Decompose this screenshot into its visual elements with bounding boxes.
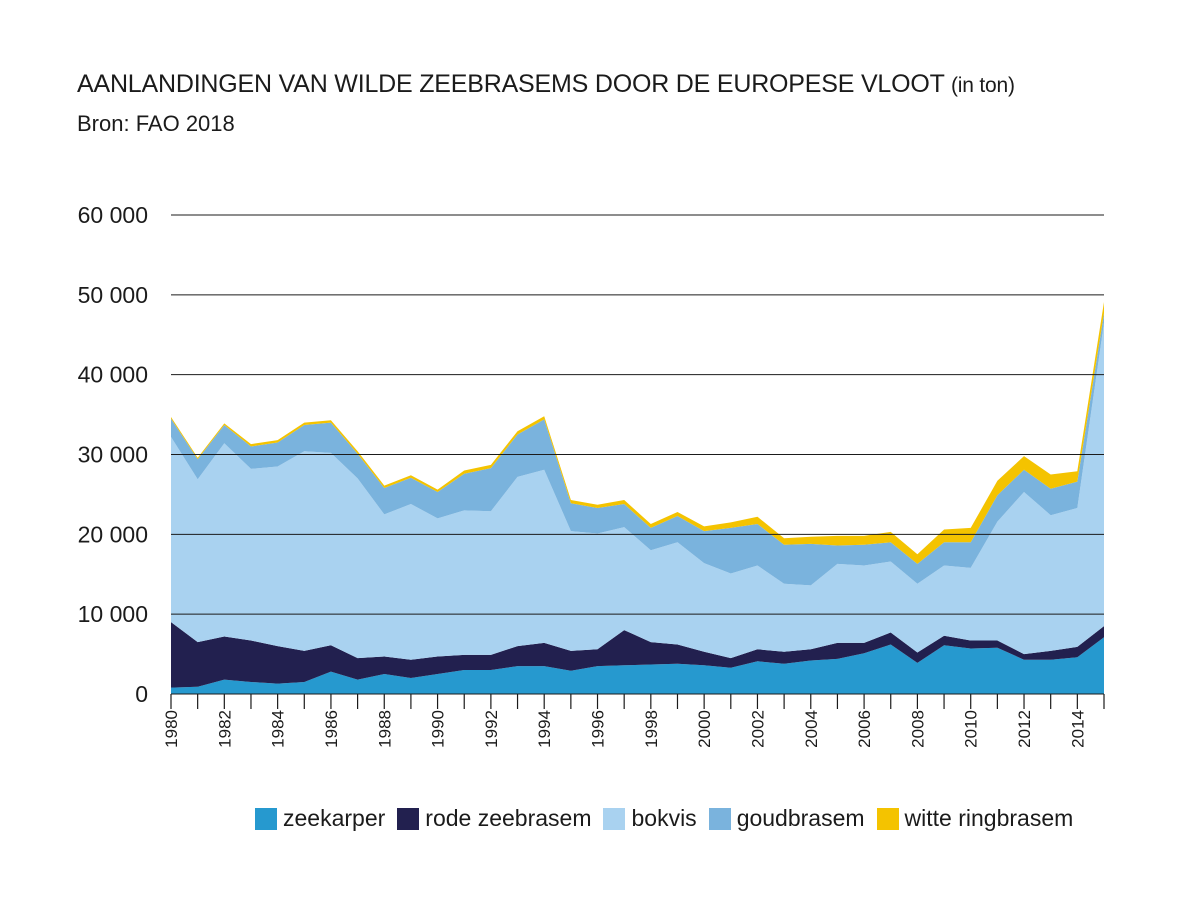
x-tick-label: 2006 <box>855 710 874 748</box>
y-tick-label: 50 000 <box>78 282 148 308</box>
legend-item: goudbrasem <box>708 805 865 832</box>
area-zeekarper <box>171 637 1104 694</box>
legend-swatch <box>603 807 626 830</box>
x-tick-label: 1992 <box>482 710 501 748</box>
legend-label: witte ringbrasem <box>904 805 1074 831</box>
legend-label: rode zeebrasem <box>425 805 592 831</box>
x-axis: 1980 1982 1984 1986 1988 1990 1992 1994 1996 1998… <box>162 693 1105 748</box>
y-tick-label: 30 000 <box>78 442 148 468</box>
chart-subtitle: Bron: FAO 2018 <box>77 111 235 136</box>
x-tick-label: 2008 <box>908 710 927 748</box>
x-tick-label: 1986 <box>322 710 341 748</box>
x-tick-label: 2014 <box>1068 710 1087 748</box>
legend-label: bokvis <box>631 805 697 831</box>
y-tick-label: 20 000 <box>78 521 148 547</box>
legend-label: goudbrasem <box>736 805 865 831</box>
x-tick-label: 2010 <box>962 710 981 748</box>
chart-title-unit: (in ton) <box>950 74 1015 97</box>
legend: zeekarper rode zeebrasem bokvis goudbrasem w… <box>255 805 1085 832</box>
area-layers <box>171 302 1104 694</box>
x-tick-label: 2012 <box>1015 710 1034 748</box>
legend-swatch <box>255 807 277 830</box>
x-tick-label: 2000 <box>695 710 714 748</box>
legend-item: zeekarper <box>255 805 385 832</box>
x-tick-label: 1990 <box>429 710 448 748</box>
x-tick-label: 1988 <box>375 710 394 748</box>
y-tick-label: 10 000 <box>78 601 148 627</box>
x-tick-label: 1984 <box>269 710 288 748</box>
y-axis: 0 10 000 20 000 30 000 40 000 50 000 60 000 <box>78 202 148 707</box>
legend-label: zeekarper <box>283 805 386 831</box>
legend-swatch <box>708 807 731 830</box>
y-tick-label: 60 000 <box>78 202 148 228</box>
chart-title: AANLANDINGEN VAN WILDE ZEEBRASEMS DOOR D… <box>77 70 1015 99</box>
area-rode-zeebrasem <box>171 622 1104 688</box>
x-tick-label: 1980 <box>162 710 181 748</box>
legend-item: rode zeebrasem <box>397 805 591 832</box>
legend-item: witte ringbrasem <box>876 805 1074 832</box>
area-goudbrasem <box>171 313 1104 586</box>
x-tick-label: 2004 <box>802 710 821 748</box>
legend-swatch <box>397 807 420 830</box>
gridlines <box>171 214 1104 615</box>
x-tick-label: 1996 <box>589 710 608 748</box>
x-tick-label: 2002 <box>749 710 768 748</box>
legend-item: bokvis <box>603 805 697 832</box>
legend-swatch <box>876 807 899 830</box>
x-tick-label: 1994 <box>535 710 554 748</box>
area-bokvis <box>171 322 1104 660</box>
x-tick-label: 1982 <box>215 710 234 748</box>
y-tick-label: 0 <box>135 681 148 707</box>
chart-title-main: AANLANDINGEN VAN WILDE ZEEBRASEMS DOOR D… <box>77 70 945 98</box>
y-tick-label: 40 000 <box>78 362 148 388</box>
x-tick-label: 1998 <box>642 710 661 748</box>
